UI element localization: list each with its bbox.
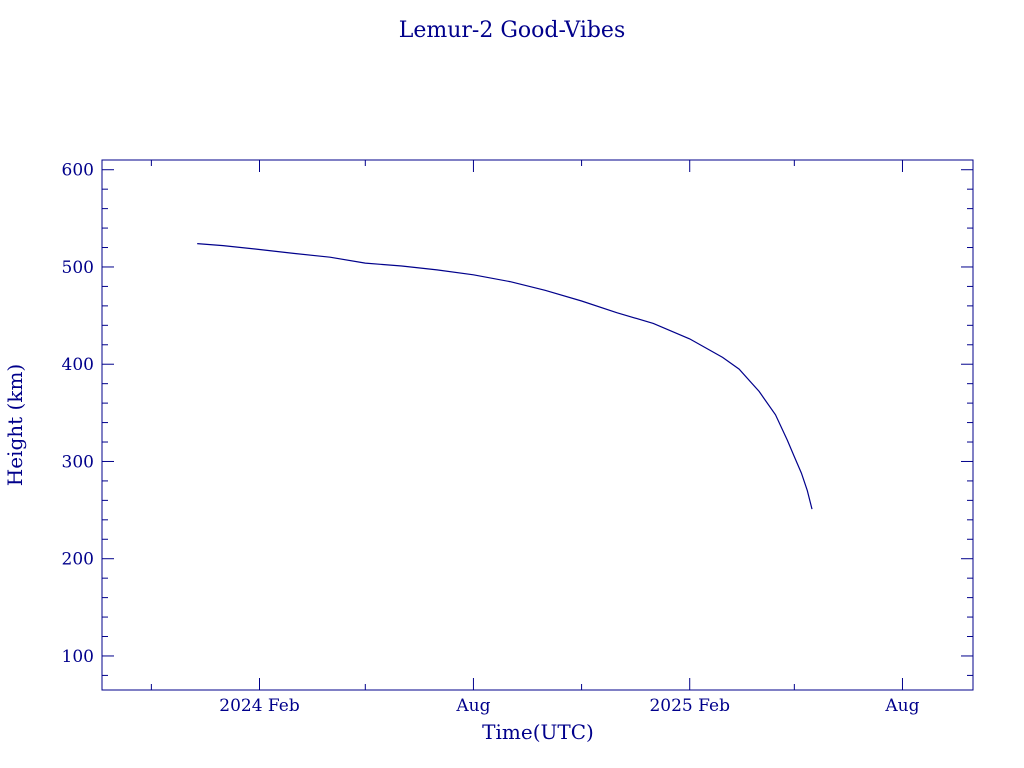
x-tick-labels: 2024 Feb Aug 2025 Feb Aug <box>219 696 919 716</box>
x-tick-label: Aug <box>455 696 490 716</box>
y-tick-label: 600 <box>62 161 94 181</box>
y-tick-label: 300 <box>62 452 94 472</box>
plot-frame <box>101 159 974 691</box>
y-axis-label: Height (km) <box>3 364 27 486</box>
x-axis-label: Time(UTC) <box>482 720 594 744</box>
y-tick-labels: 100 200 300 400 500 600 <box>62 161 94 667</box>
y-tick-label: 200 <box>62 550 94 570</box>
y-tick-label: 400 <box>62 355 94 375</box>
chart-title: Lemur-2 Good-Vibes <box>399 18 626 43</box>
x-tick-label: 2024 Feb <box>219 696 300 716</box>
height-series-line <box>197 243 813 510</box>
axis-ticks <box>102 160 973 690</box>
x-tick-label: Aug <box>884 696 919 716</box>
y-tick-label: 500 <box>62 258 94 278</box>
x-tick-label: 2025 Feb <box>649 696 730 716</box>
y-tick-label: 100 <box>62 647 94 667</box>
